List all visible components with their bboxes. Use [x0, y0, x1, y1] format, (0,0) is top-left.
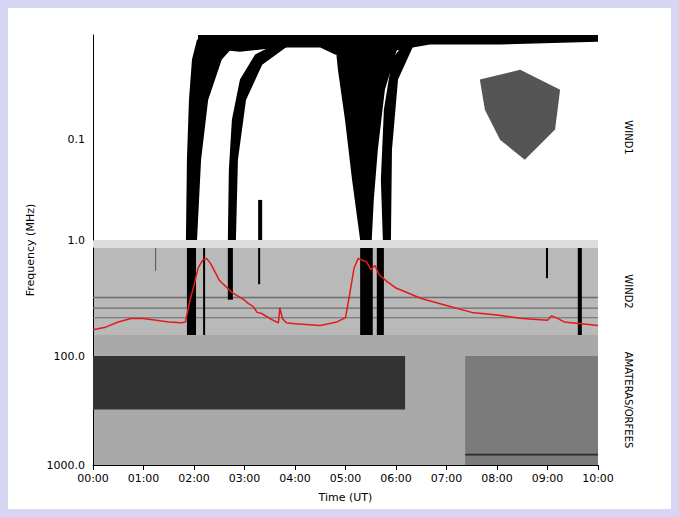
svg-text:05:00: 05:00: [330, 472, 362, 485]
svg-text:03:00: 03:00: [229, 472, 261, 485]
svg-text:10:00: 10:00: [582, 472, 614, 485]
svg-text:100.0: 100.0: [54, 350, 86, 363]
svg-text:1.0: 1.0: [68, 234, 86, 247]
svg-text:Time (UT): Time (UT): [318, 491, 373, 504]
svg-text:01:00: 01:00: [128, 472, 160, 485]
svg-text:WIND2: WIND2: [623, 274, 634, 308]
svg-text:WIND1: WIND1: [623, 120, 634, 154]
svg-text:AMATERAS/ORFEES: AMATERAS/ORFEES: [623, 352, 634, 449]
svg-text:07:00: 07:00: [431, 472, 463, 485]
svg-text:09:00: 09:00: [532, 472, 564, 485]
svg-text:06:00: 06:00: [380, 472, 412, 485]
svg-text:0.1: 0.1: [68, 133, 86, 146]
svg-text:02:00: 02:00: [178, 472, 210, 485]
svg-text:00:00: 00:00: [77, 472, 109, 485]
svg-text:08:00: 08:00: [481, 472, 513, 485]
svg-text:Frequency (MHz): Frequency (MHz): [24, 204, 37, 296]
svg-text:1000.0: 1000.0: [47, 459, 86, 472]
svg-text:04:00: 04:00: [279, 472, 311, 485]
